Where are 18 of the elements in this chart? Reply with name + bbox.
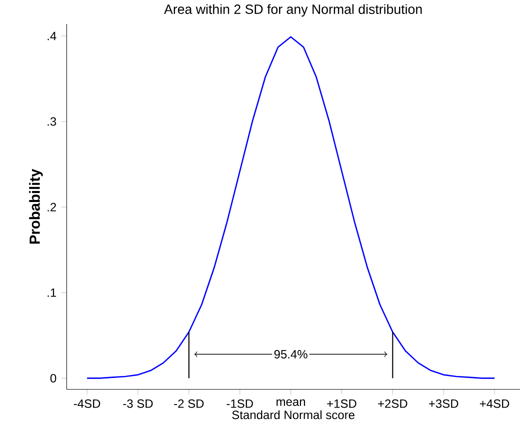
x-tick-label: +2SD <box>378 399 408 408</box>
chart-title: Area within 2 SD for any Normal distribution <box>164 4 422 17</box>
x-axis-title: Standard Normal score <box>232 410 354 420</box>
x-tick-label: -1SD <box>226 399 253 408</box>
x-tick-label: mean <box>276 399 306 406</box>
x-tick-label: -3 SD <box>123 399 153 408</box>
y-tick-label: .2 <box>48 202 56 212</box>
y-tick-label: .3 <box>48 117 56 126</box>
y-axis-title: Probability <box>29 168 43 244</box>
y-tick-label: 0 <box>50 374 56 382</box>
annotation: 95.4% <box>274 350 308 359</box>
x-tick-label: +3SD <box>429 399 458 408</box>
y-tick-label: .1 <box>48 288 56 297</box>
y-tick-label: .4 <box>48 32 56 40</box>
x-tick-label: -2 SD <box>174 399 204 408</box>
x-tick-label: +4SD <box>480 399 510 408</box>
x-tick-label: +1SD <box>327 399 356 408</box>
x-tick-label: -4SD <box>74 399 100 408</box>
